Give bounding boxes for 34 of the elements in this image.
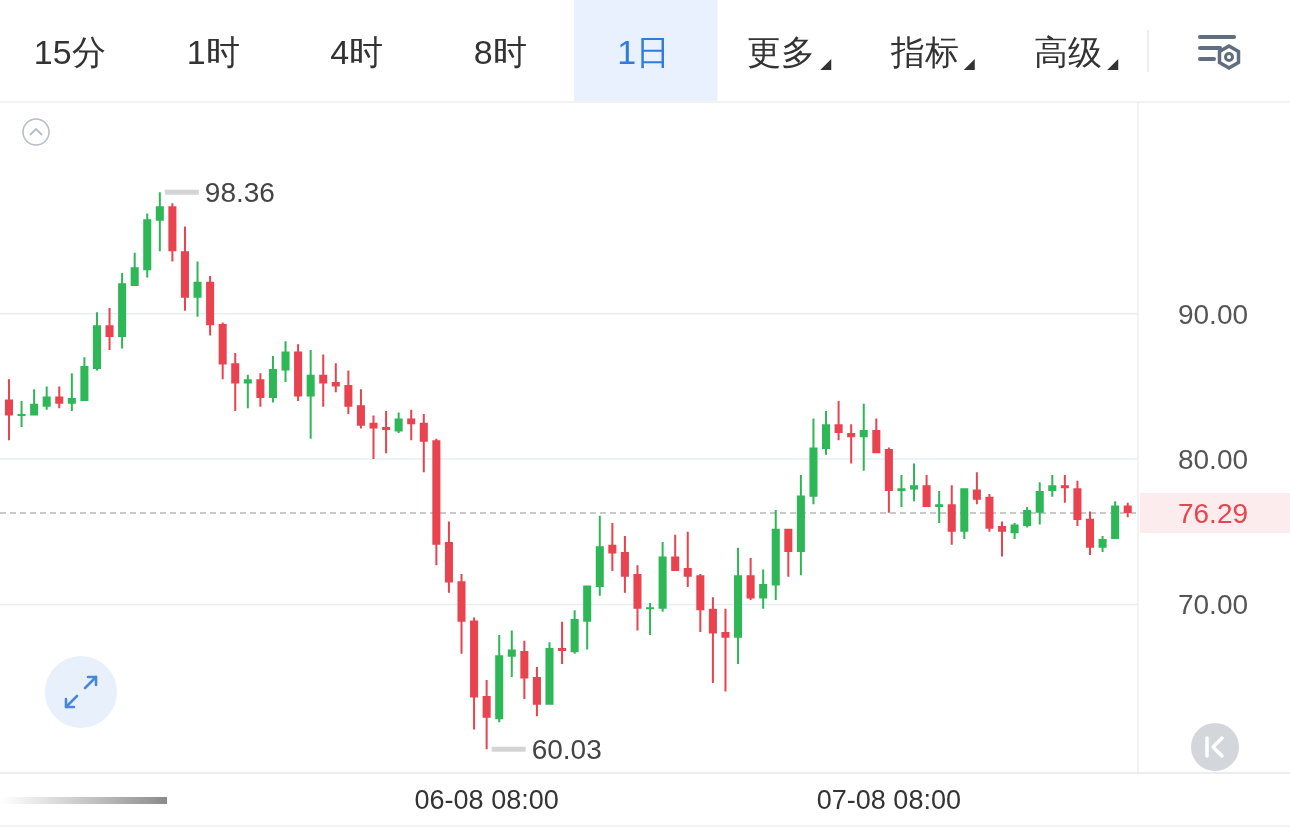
- candlestick: [910, 463, 919, 502]
- candlestick: [683, 531, 692, 587]
- candlestick: [17, 400, 26, 428]
- text: 1时: [186, 32, 240, 71]
- y-tick-label: 70.00: [1177, 589, 1249, 621]
- candlestick: [457, 573, 466, 654]
- text: 更多: [747, 32, 816, 71]
- text: 8时: [473, 32, 527, 71]
- y-tick-label: 80.00: [1177, 443, 1249, 475]
- candlestick: [646, 602, 655, 635]
- text: 15分: [33, 32, 106, 71]
- candlestick: [369, 415, 378, 460]
- ref-line-label: 76.29: [1177, 497, 1249, 529]
- text: 1日: [617, 32, 671, 71]
- annotation: 98.36: [204, 177, 275, 209]
- candlestick: [558, 621, 567, 664]
- candlestick: [507, 630, 516, 678]
- y-tick-label: 90.00: [1177, 298, 1249, 330]
- candlestick: [935, 491, 944, 524]
- x-tick-label: 06-08 08:00: [414, 785, 559, 816]
- candlestick: [67, 373, 76, 412]
- candlestick: [897, 475, 906, 508]
- candlestick: [382, 411, 391, 454]
- annotation: 60.03: [531, 734, 602, 766]
- text: 4时: [330, 32, 384, 71]
- candlestick: [1060, 475, 1069, 503]
- candlestick: [721, 608, 730, 692]
- candlestick: [633, 565, 642, 631]
- candlestick: [545, 642, 554, 705]
- candlestick: [608, 523, 617, 571]
- x-tick-label: 07-08 08:00: [816, 785, 961, 816]
- text: 指标: [889, 32, 959, 71]
- text: 高级: [1034, 32, 1103, 71]
- candlestick: [859, 403, 868, 471]
